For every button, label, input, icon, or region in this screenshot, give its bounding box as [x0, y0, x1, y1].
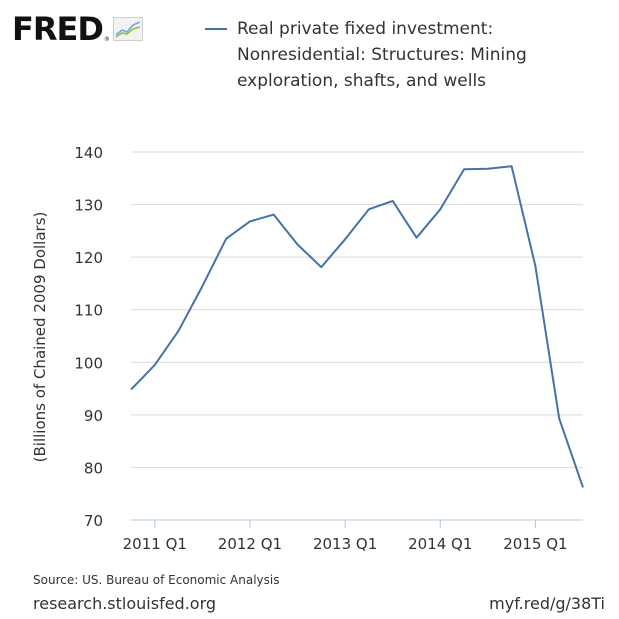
fred-logo: FRED ® [12, 12, 143, 46]
y-axis-tick-labels: 140 130 120 110 100 90 80 70 [74, 144, 103, 530]
x-tick-label: 2015 Q1 [503, 535, 567, 553]
legend-swatch [205, 28, 227, 30]
logo-wordmark: FRED [12, 10, 104, 48]
trend-graph-icon [112, 17, 143, 41]
y-tick-label: 90 [84, 407, 103, 425]
x-tick-label: 2014 Q1 [408, 535, 472, 553]
registered-mark: ® [103, 35, 110, 43]
x-tick-label: 2012 Q1 [218, 535, 282, 553]
chart-legend: Real private fixed investment: Nonreside… [205, 16, 600, 94]
legend-series-label: Real private fixed investment: Nonreside… [237, 19, 527, 91]
y-axis-label: (Billions of Chained 2009 Dollars) [31, 212, 49, 463]
y-tick-label: 130 [74, 197, 103, 215]
y-tick-label: 120 [74, 249, 103, 267]
short-url-link[interactable]: myf.red/g/38Ti [489, 594, 605, 613]
site-link[interactable]: research.stlouisfed.org [33, 594, 217, 613]
x-tick-label: 2013 Q1 [313, 535, 377, 553]
x-axis-tick-labels: 2011 Q1 2012 Q1 2013 Q1 2014 Q1 2015 Q1 [123, 520, 568, 553]
y-tick-label: 110 [74, 302, 103, 320]
series-line [130, 165, 584, 488]
y-tick-label: 70 [84, 512, 103, 530]
x-tick-label: 2011 Q1 [123, 535, 187, 553]
y-tick-label: 80 [84, 459, 103, 477]
y-tick-label: 100 [74, 354, 103, 372]
y-tick-label: 140 [74, 144, 103, 162]
source-note: Source: US. Bureau of Economic Analysis [33, 573, 280, 587]
gridlines [131, 151, 583, 521]
